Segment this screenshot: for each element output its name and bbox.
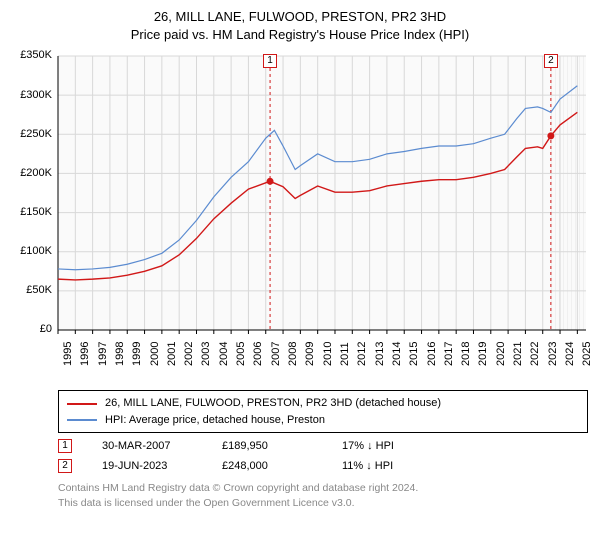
chart-titles: 26, MILL LANE, FULWOOD, PRESTON, PR2 3HD… — [12, 8, 588, 44]
x-axis-label: 2025 — [581, 342, 593, 366]
x-axis-label: 2000 — [149, 342, 161, 366]
x-axis-label: 1998 — [114, 342, 126, 366]
x-axis-label: 2001 — [166, 342, 178, 366]
y-axis-label: £50K — [12, 284, 52, 296]
x-axis-label: 2005 — [235, 342, 247, 366]
x-axis-label: 2014 — [391, 342, 403, 366]
x-axis-label: 2021 — [512, 342, 524, 366]
x-axis-label: 2017 — [443, 342, 455, 366]
x-axis-label: 2006 — [252, 342, 264, 366]
x-axis-label: 2004 — [218, 342, 230, 366]
x-axis-label: 2010 — [322, 342, 334, 366]
sale-marker-2: 2 — [58, 459, 72, 473]
legend-row: 26, MILL LANE, FULWOOD, PRESTON, PR2 3HD… — [67, 395, 579, 412]
legend-label-hpi: HPI: Average price, detached house, Pres… — [105, 412, 325, 429]
x-axis-label: 2023 — [547, 342, 559, 366]
y-axis-label: £100K — [12, 245, 52, 257]
x-axis-label: 2007 — [270, 342, 282, 366]
x-axis-label: 2009 — [304, 342, 316, 366]
y-axis-label: £200K — [12, 167, 52, 179]
sale-price: £248,000 — [222, 460, 312, 472]
y-axis-label: £350K — [12, 49, 52, 61]
y-axis-label: £150K — [12, 206, 52, 218]
footer-line2: This data is licensed under the Open Gov… — [58, 496, 588, 510]
sale-row-1: 1 30-MAR-2007 £189,950 17% ↓ HPI — [58, 439, 588, 453]
x-axis-label: 2024 — [564, 342, 576, 366]
y-axis-label: £300K — [12, 89, 52, 101]
sale-delta: 11% ↓ HPI — [342, 460, 432, 472]
sale-marker-top: 2 — [544, 54, 558, 68]
legend-row: HPI: Average price, detached house, Pres… — [67, 412, 579, 429]
sale-marker-top: 1 — [263, 54, 277, 68]
legend-swatch-property — [67, 403, 97, 405]
x-axis-label: 1997 — [97, 342, 109, 366]
footer-attribution: Contains HM Land Registry data © Crown c… — [58, 481, 588, 509]
x-axis-label: 2013 — [374, 342, 386, 366]
x-axis-label: 2002 — [183, 342, 195, 366]
y-axis-label: £0 — [12, 323, 52, 335]
x-axis-label: 2003 — [200, 342, 212, 366]
x-axis-label: 2022 — [529, 342, 541, 366]
x-axis-label: 1999 — [131, 342, 143, 366]
x-axis-label: 2018 — [460, 342, 472, 366]
sale-row-2: 2 19-JUN-2023 £248,000 11% ↓ HPI — [58, 459, 588, 473]
sale-date: 30-MAR-2007 — [102, 440, 192, 452]
x-axis-label: 1996 — [79, 342, 91, 366]
x-axis-label: 2020 — [495, 342, 507, 366]
x-axis-label: 2012 — [356, 342, 368, 366]
legend-label-property: 26, MILL LANE, FULWOOD, PRESTON, PR2 3HD… — [105, 395, 441, 412]
x-axis-label: 2019 — [477, 342, 489, 366]
price-chart: £0 £50K £100K £150K £200K £250K £300K £350K 1995… — [12, 52, 588, 382]
sale-date: 19-JUN-2023 — [102, 460, 192, 472]
legend-swatch-hpi — [67, 419, 97, 421]
x-axis-label: 1995 — [62, 342, 74, 366]
title-subtitle: Price paid vs. HM Land Registry's House … — [12, 26, 588, 44]
legend-box: 26, MILL LANE, FULWOOD, PRESTON, PR2 3HD… — [58, 390, 588, 433]
x-axis-label: 2015 — [408, 342, 420, 366]
sale-marker-1: 1 — [58, 439, 72, 453]
x-axis-label: 2016 — [426, 342, 438, 366]
y-axis-label: £250K — [12, 128, 52, 140]
sale-price: £189,950 — [222, 440, 312, 452]
x-axis-label: 2008 — [287, 342, 299, 366]
x-axis-label: 2011 — [339, 343, 351, 367]
title-address: 26, MILL LANE, FULWOOD, PRESTON, PR2 3HD — [12, 8, 588, 26]
footer-line1: Contains HM Land Registry data © Crown c… — [58, 481, 588, 495]
sale-delta: 17% ↓ HPI — [342, 440, 432, 452]
